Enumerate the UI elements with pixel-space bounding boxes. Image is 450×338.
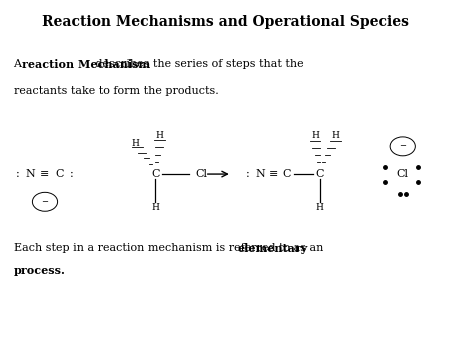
Text: H: H: [331, 131, 339, 140]
Text: Cl: Cl: [397, 169, 409, 179]
Text: elementary: elementary: [237, 243, 307, 255]
Text: H: H: [156, 131, 164, 140]
Text: C: C: [283, 169, 291, 179]
Text: C: C: [55, 169, 63, 179]
Text: C: C: [315, 169, 324, 179]
Text: C: C: [151, 169, 159, 179]
Text: H: H: [151, 203, 159, 212]
Text: ≡: ≡: [269, 169, 278, 179]
Text: N: N: [255, 169, 265, 179]
Text: Cl: Cl: [196, 169, 208, 179]
Text: describes the series of steps that the: describes the series of steps that the: [92, 59, 304, 69]
Text: A: A: [14, 59, 25, 69]
Text: :: :: [70, 169, 74, 179]
Text: Each step in a reaction mechanism is referred to as an: Each step in a reaction mechanism is ref…: [14, 243, 326, 254]
Text: N: N: [26, 169, 36, 179]
Text: :: :: [246, 169, 249, 179]
Text: Reaction Mechanisms and Operational Species: Reaction Mechanisms and Operational Spec…: [41, 15, 409, 29]
Text: process.: process.: [14, 265, 65, 276]
Text: :: :: [16, 169, 20, 179]
Text: H: H: [311, 131, 319, 140]
Text: reactants take to form the products.: reactants take to form the products.: [14, 86, 218, 96]
Text: H: H: [315, 203, 324, 212]
Text: H: H: [131, 139, 139, 148]
Text: −: −: [399, 142, 406, 150]
Text: ≡: ≡: [40, 169, 50, 179]
Text: −: −: [41, 198, 49, 206]
Text: reaction Mechanism: reaction Mechanism: [22, 59, 150, 70]
